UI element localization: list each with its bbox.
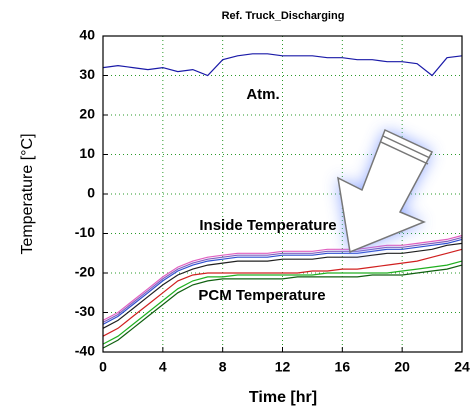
plot-frame (102, 35, 463, 353)
series-line (102, 260, 463, 345)
x-tick-label: 0 (99, 359, 107, 375)
arrow (337, 128, 434, 254)
x-tick-label: 12 (275, 359, 291, 375)
y-tick-label: 10 (79, 145, 95, 161)
x-tick-label: 8 (219, 359, 227, 375)
x-tick-label: 20 (394, 359, 410, 375)
y-tick-label: 20 (79, 106, 95, 122)
series-line (102, 53, 463, 77)
y-tick-label: 30 (79, 66, 95, 82)
x-tick-label: 16 (335, 359, 351, 375)
y-tick-label: -40 (75, 343, 95, 359)
annotation: Atm. (246, 86, 279, 103)
series-line (102, 248, 463, 337)
y-tick-label: -20 (75, 264, 95, 280)
y-tick-label: -30 (75, 303, 95, 319)
series-line (102, 234, 463, 321)
y-axis-label: Temperature [°C] (19, 133, 36, 254)
x-tick-label: 4 (159, 359, 167, 375)
series-line (102, 236, 463, 323)
x-tick-label: 24 (454, 359, 470, 375)
y-tick-label: 40 (79, 27, 95, 43)
annotation: Inside Temperature (199, 217, 336, 234)
chart-title: Ref. Truck_Discharging (222, 10, 345, 22)
y-tick-label: -10 (75, 224, 95, 240)
series-line (102, 242, 463, 329)
series-line (102, 264, 463, 349)
series-line (102, 238, 463, 325)
x-axis-label: Time [hr] (249, 389, 317, 406)
annotation: PCM Temperature (198, 287, 325, 304)
y-tick-label: 0 (87, 185, 95, 201)
